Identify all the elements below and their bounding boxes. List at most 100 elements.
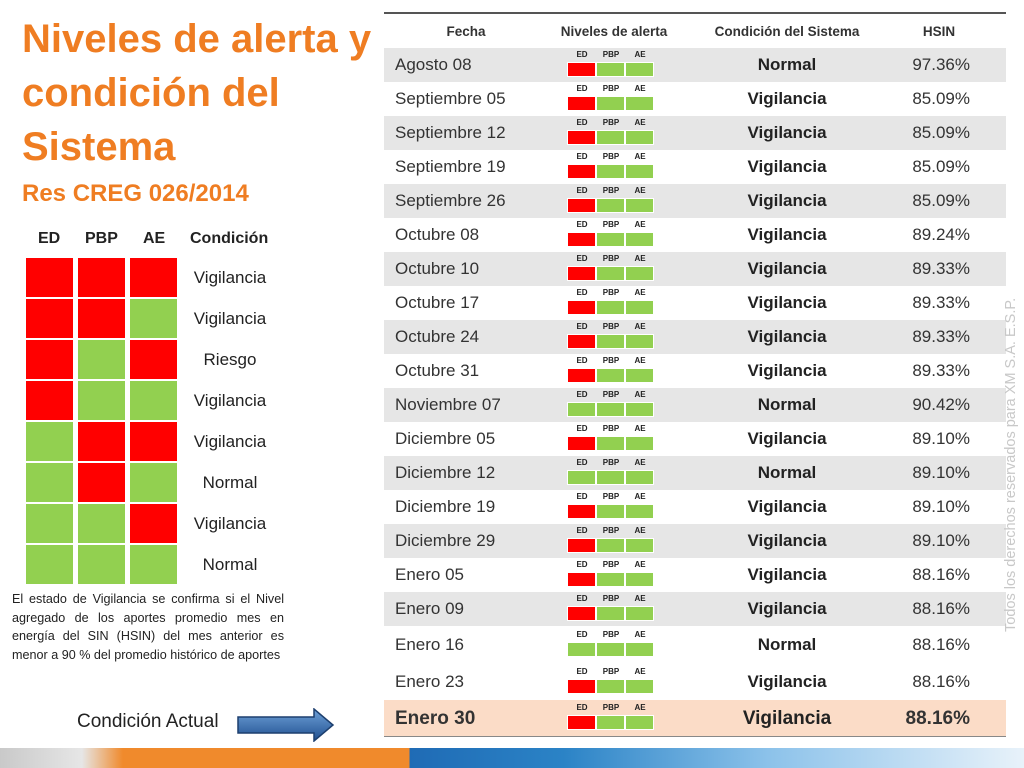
table-row: Diciembre 05 ED PBP AE Vigilancia 89.10% xyxy=(384,422,1006,456)
table-row: Septiembre 26 ED PBP AE Vigilancia 85.09% xyxy=(384,184,1006,218)
mini-box-pbp xyxy=(596,715,625,730)
cell-date: Septiembre 12 xyxy=(395,123,506,142)
mini-box-ae xyxy=(625,679,654,694)
mini-box-pbp xyxy=(596,130,625,145)
mini-label-ed: ED xyxy=(576,118,588,127)
footer-bar xyxy=(0,748,1024,768)
table-row: Enero 23 ED PBP AE Vigilancia 88.16% xyxy=(384,663,1006,700)
watermark: Todos los derechos reservados para XM S.… xyxy=(1003,297,1019,632)
legend-condition: Riesgo xyxy=(203,350,257,369)
cell-condition: Vigilancia xyxy=(747,157,827,176)
table-row: Enero 09 ED PBP AE Vigilancia 88.16% xyxy=(384,592,1006,626)
mini-label-ae: AE xyxy=(634,424,646,433)
mini-box-ae xyxy=(625,164,654,179)
mini-label-pbp: PBP xyxy=(602,560,620,569)
mini-label-pbp: PBP xyxy=(602,152,620,161)
mini-label-pbp: PBP xyxy=(602,356,620,365)
cell-condition: Vigilancia xyxy=(747,225,827,244)
mini-box-ae xyxy=(625,715,654,730)
alert-level-indicator: ED PBP AE xyxy=(567,390,657,418)
legend-cell-ed xyxy=(25,503,74,544)
cell-condition: Vigilancia xyxy=(747,191,827,210)
cell-condition: Vigilancia xyxy=(747,361,827,380)
mini-label-ed: ED xyxy=(576,594,588,603)
cell-hsin: 88.16% xyxy=(912,672,970,691)
cell-hsin: 85.09% xyxy=(912,123,970,142)
mini-box-pbp xyxy=(596,679,625,694)
mini-box-pbp xyxy=(596,198,625,213)
alert-level-indicator: ED PBP AE xyxy=(567,667,657,695)
alert-level-indicator: ED PBP AE xyxy=(567,356,657,384)
table-row: Octubre 17 ED PBP AE Vigilancia 89.33% xyxy=(384,286,1006,320)
table-header: Fecha Niveles de alerta Condición del Si… xyxy=(384,12,1006,49)
mini-box-pbp xyxy=(596,164,625,179)
legend-cell-ae xyxy=(129,421,178,462)
mini-box-pbp xyxy=(596,504,625,519)
alert-level-indicator: ED PBP AE xyxy=(567,492,657,520)
mini-label-ed: ED xyxy=(576,220,588,229)
legend-cell-pbp xyxy=(77,380,126,421)
mini-box-pbp xyxy=(596,368,625,383)
mini-label-ed: ED xyxy=(576,667,588,676)
legend-cell-pbp xyxy=(77,503,126,544)
mini-box-ed xyxy=(567,642,596,657)
mini-label-pbp: PBP xyxy=(602,84,620,93)
cell-condition: Normal xyxy=(757,635,817,654)
legend-cell-pbp xyxy=(77,544,126,585)
mini-box-ed xyxy=(567,679,596,694)
cell-condition: Vigilancia xyxy=(747,672,827,691)
mini-box-ed xyxy=(567,538,596,553)
cell-date: Diciembre 29 xyxy=(395,531,496,550)
cell-date: Septiembre 19 xyxy=(395,157,506,176)
mini-label-ed: ED xyxy=(576,390,588,399)
mini-box-ae xyxy=(625,538,654,553)
legend-cell-ae xyxy=(129,257,178,298)
mini-box-ed xyxy=(567,334,596,349)
alert-level-indicator: ED PBP AE xyxy=(567,186,657,214)
cell-condition: Normal xyxy=(757,395,817,414)
mini-box-ae xyxy=(625,642,654,657)
table-row: Diciembre 29 ED PBP AE Vigilancia 89.10% xyxy=(384,524,1006,558)
mini-label-ae: AE xyxy=(634,594,646,603)
mini-box-ed xyxy=(567,96,596,111)
table-row: Septiembre 05 ED PBP AE Vigilancia 85.09% xyxy=(384,82,1006,116)
cell-date: Diciembre 12 xyxy=(395,463,496,482)
cell-hsin: 90.42% xyxy=(912,395,970,414)
cell-hsin: 89.33% xyxy=(912,259,970,278)
mini-label-ae: AE xyxy=(634,526,646,535)
mini-box-ae xyxy=(625,198,654,213)
mini-label-pbp: PBP xyxy=(602,50,620,59)
mini-box-ae xyxy=(625,436,654,451)
mini-box-ed xyxy=(567,232,596,247)
mini-box-pbp xyxy=(596,470,625,485)
cell-date: Septiembre 05 xyxy=(395,89,506,108)
mini-label-ed: ED xyxy=(576,152,588,161)
cell-condition: Vigilancia xyxy=(747,327,827,346)
cell-condition: Vigilancia xyxy=(747,599,827,618)
mini-label-pbp: PBP xyxy=(602,458,620,467)
mini-label-ae: AE xyxy=(634,356,646,365)
mini-label-ae: AE xyxy=(634,322,646,331)
table-row: Octubre 08 ED PBP AE Vigilancia 89.24% xyxy=(384,218,1006,252)
mini-box-pbp xyxy=(596,402,625,417)
mini-box-ed xyxy=(567,300,596,315)
mini-box-pbp xyxy=(596,62,625,77)
legend-cell-ae xyxy=(129,298,178,339)
mini-label-pbp: PBP xyxy=(602,667,620,676)
mini-box-ae xyxy=(625,96,654,111)
mini-label-ae: AE xyxy=(634,560,646,569)
cell-date: Enero 09 xyxy=(395,599,464,618)
mini-box-pbp xyxy=(596,96,625,111)
mini-box-pbp xyxy=(596,300,625,315)
cell-condition: Vigilancia xyxy=(747,565,827,584)
mini-box-ae xyxy=(625,266,654,281)
mini-box-ed xyxy=(567,504,596,519)
mini-label-ed: ED xyxy=(576,492,588,501)
legend-cell-ae xyxy=(129,544,178,585)
mini-box-ae xyxy=(625,402,654,417)
alert-level-indicator: ED PBP AE xyxy=(567,254,657,282)
cell-hsin: 88.16% xyxy=(912,635,970,654)
alert-level-indicator: ED PBP AE xyxy=(567,50,657,78)
mini-box-ed xyxy=(567,470,596,485)
vigilance-note: El estado de Vigilancia se confirma si e… xyxy=(12,592,284,662)
